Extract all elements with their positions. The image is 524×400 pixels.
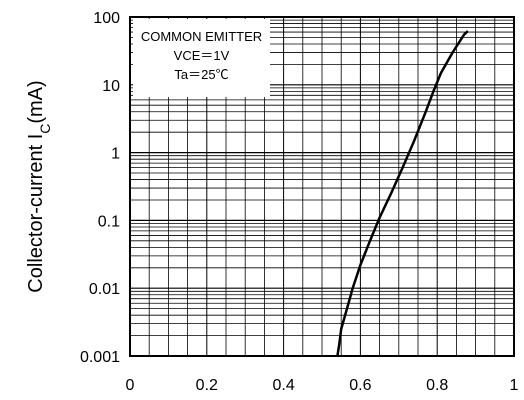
x-tick-label: 0.8 bbox=[426, 377, 448, 394]
legend-line-1: VCE＝1V bbox=[174, 48, 230, 63]
y-tick-label: 1 bbox=[111, 146, 120, 163]
y-tick-labels: 0.001 0.01 0.1 1 10 100 bbox=[80, 10, 120, 366]
y-axis-title: Collector-current IC(mA) bbox=[25, 80, 53, 292]
x-tick-label: 0.4 bbox=[272, 377, 294, 394]
x-tick-labels: 0 0.2 0.4 0.6 0.8 1 bbox=[126, 377, 519, 394]
legend-background bbox=[133, 19, 270, 97]
x-tick-label: 0 bbox=[126, 377, 135, 394]
y-axis-title-sub: C bbox=[37, 124, 53, 134]
x-tick-label: 0.6 bbox=[349, 377, 371, 394]
y-axis-title-unit: (mA) bbox=[25, 80, 47, 123]
y-axis-title-main: Collector-current I bbox=[25, 134, 47, 293]
y-tick-label: 0.01 bbox=[89, 281, 120, 298]
y-tick-label: 100 bbox=[93, 10, 120, 27]
legend-line-0: COMMON EMITTER bbox=[141, 29, 262, 44]
series-layer bbox=[336, 30, 469, 357]
y-tick-label: 0.001 bbox=[80, 349, 120, 366]
plot-frame bbox=[129, 16, 515, 357]
legend-box: COMMON EMITTER VCE＝1V Ta＝25℃ bbox=[133, 19, 270, 97]
series-line-0 bbox=[336, 30, 469, 357]
y-tick-label: 10 bbox=[102, 78, 120, 95]
legend-line-2: Ta＝25℃ bbox=[174, 67, 228, 82]
x-tick-label: 0.2 bbox=[196, 377, 218, 394]
y-tick-label: 0.1 bbox=[98, 213, 120, 230]
x-tick-label: 1 bbox=[510, 377, 519, 394]
